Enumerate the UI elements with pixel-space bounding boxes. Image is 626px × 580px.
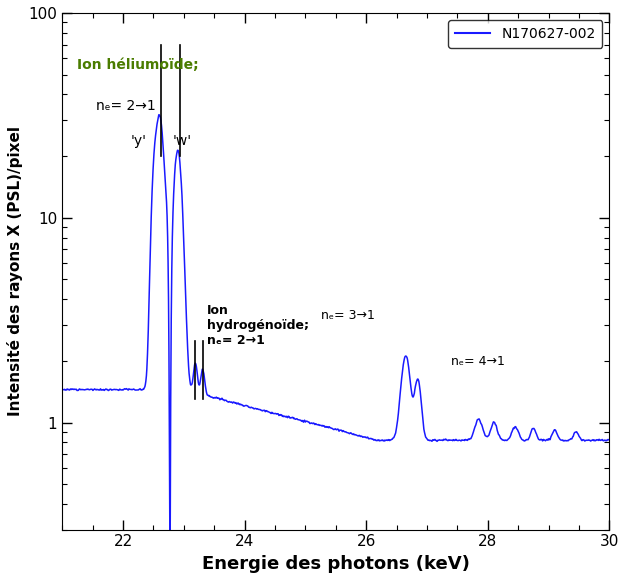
Text: nₑ= 2→1: nₑ= 2→1 bbox=[96, 99, 155, 113]
Text: nₑ= 4→1: nₑ= 4→1 bbox=[451, 356, 505, 368]
Text: Ion
hydrogénoïde;
nₑ= 2→1: Ion hydrogénoïde; nₑ= 2→1 bbox=[207, 304, 309, 347]
Y-axis label: Intensité des rayons X (PSL)/pixel: Intensité des rayons X (PSL)/pixel bbox=[7, 126, 23, 416]
Text: 'w': 'w' bbox=[173, 133, 192, 148]
Text: nₑ= 3→1: nₑ= 3→1 bbox=[321, 309, 374, 322]
Text: 'y': 'y' bbox=[130, 133, 146, 148]
Text: Ion héliumoïde;: Ion héliumoïde; bbox=[78, 59, 199, 72]
Legend: N170627-002: N170627-002 bbox=[448, 20, 602, 48]
X-axis label: Energie des photons (keV): Energie des photons (keV) bbox=[202, 555, 470, 573]
